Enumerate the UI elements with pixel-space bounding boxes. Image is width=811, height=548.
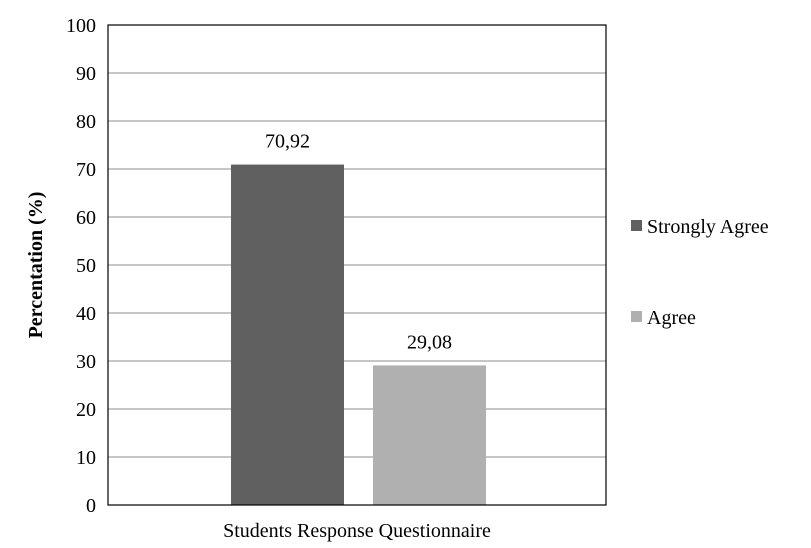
legend-label-agree: Agree [647, 307, 696, 329]
x-axis-title: Students Response Questionnaire [223, 520, 491, 542]
bar-strongly-agree [231, 164, 344, 506]
y-tick-label-10: 10 [76, 447, 96, 469]
legend-label-strongly-agree: Strongly Agree [647, 216, 769, 238]
y-tick-label-30: 30 [76, 351, 96, 373]
gridlines [108, 72, 606, 458]
y-axis-title: Percentation (%) [25, 192, 47, 339]
y-tick-label-0: 0 [86, 495, 96, 517]
plot-area-frame [107, 24, 607, 506]
y-tick-label-70: 70 [76, 159, 96, 181]
y-tick-label-60: 60 [76, 207, 96, 229]
legend-swatch-agree [631, 311, 642, 322]
y-tick-label-80: 80 [76, 111, 96, 133]
data-label-agree: 29,08 [407, 331, 452, 353]
y-axis-tick-labels: 0 10 20 30 40 50 60 70 80 90 100 [66, 15, 96, 517]
legend: Strongly Agree Agree [631, 216, 769, 329]
bars [231, 164, 486, 506]
data-labels: 70,92 29,08 [265, 131, 452, 354]
y-tick-label-50: 50 [76, 255, 96, 277]
legend-swatch-strongly-agree [631, 220, 642, 231]
y-tick-label-20: 20 [76, 399, 96, 421]
y-tick-label-90: 90 [76, 63, 96, 85]
data-label-strongly-agree: 70,92 [265, 131, 310, 153]
y-tick-label-100: 100 [66, 15, 96, 37]
bar-agree [373, 365, 486, 505]
y-tick-label-40: 40 [76, 303, 96, 325]
